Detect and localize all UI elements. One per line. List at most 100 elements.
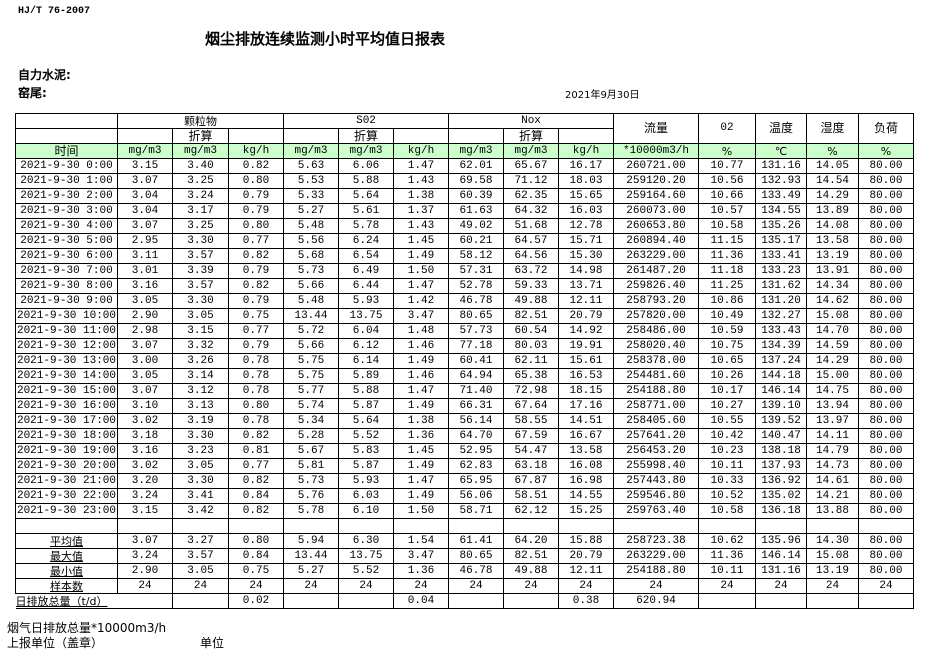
table-cell: 80.00: [858, 533, 914, 549]
table-cell: 24: [393, 578, 449, 594]
table-cell: 6.30: [338, 533, 394, 549]
table-cell: 3.04: [117, 203, 173, 219]
unit-cell: mg/m3: [338, 143, 394, 159]
table-cell: 0.79: [228, 293, 284, 309]
unit-cell: ℃: [755, 143, 807, 159]
table-cell: 3.01: [117, 263, 173, 279]
table-cell: 3.07: [117, 173, 173, 189]
table-cell: 0.79: [228, 203, 284, 219]
table-cell: 24: [228, 578, 284, 594]
table-cell: 62.01: [448, 158, 504, 174]
row-label: 2021-9-30 6:00: [15, 248, 118, 264]
table-cell: 3.41: [172, 488, 229, 504]
table-cell: 14.61: [806, 473, 859, 489]
table-cell: 58.51: [503, 488, 559, 504]
row-label: 2021-9-30 3:00: [15, 203, 118, 219]
table-cell: 257820.00: [613, 308, 699, 324]
table-cell: 5.87: [338, 398, 394, 414]
row-label: 2021-9-30 9:00: [15, 293, 118, 309]
table-cell: 10.77: [698, 158, 756, 174]
table-cell: 80.03: [503, 338, 559, 354]
table-cell: 5.89: [338, 368, 394, 384]
blank-cell: [503, 593, 559, 609]
table-cell: 65.67: [503, 158, 559, 174]
row-label: 2021-9-30 15:00: [15, 383, 118, 399]
table-cell: 49.88: [503, 293, 559, 309]
table-cell: 5.48: [283, 218, 339, 234]
header-converted-so2: 折算: [338, 128, 394, 144]
table-cell: 256453.20: [613, 443, 699, 459]
table-cell: 15.65: [558, 188, 614, 204]
table-cell: 3.19: [172, 413, 229, 429]
table-cell: 24: [558, 578, 614, 594]
blank-cell: [393, 518, 449, 534]
table-cell: 20.79: [558, 308, 614, 324]
table-cell: 3.05: [172, 308, 229, 324]
table-cell: 6.04: [338, 323, 394, 339]
table-row: 2021-9-30 14:00 3.05 3.14 0.78 5.75 5.89 1.46 6…: [15, 368, 914, 384]
table-cell: 6.49: [338, 263, 394, 279]
table-cell: 138.18: [755, 443, 807, 459]
table-cell: 13.44: [283, 548, 339, 564]
table-cell: 0.77: [228, 458, 284, 474]
table-cell: 3.24: [117, 548, 173, 564]
table-cell: 1.46: [393, 338, 449, 354]
header-row-units: 时间 mg/m3 mg/m3 kg/h mg/m3 mg/m3 kg/h mg/m3 mg/m…: [15, 143, 914, 159]
blank-cell: [338, 518, 394, 534]
flue-gas-total-label: 烟气日排放总量*10000m3/h: [7, 621, 167, 635]
header-blank: [15, 113, 118, 129]
table-cell: 3.12: [172, 383, 229, 399]
table-cell: 80.00: [858, 308, 914, 324]
table-row: 2021-9-30 10:00 2.90 3.05 0.75 13.44 13.75 3.4…: [15, 308, 914, 324]
table-cell: 3.14: [172, 368, 229, 384]
table-row: 2021-9-30 23:00 3.15 3.42 0.82 5.78 6.10 1.50 5…: [15, 503, 914, 519]
table-cell: 69.58: [448, 173, 504, 189]
table-cell: 80.00: [858, 398, 914, 414]
table-cell: 0.80: [228, 218, 284, 234]
table-cell: 131.16: [755, 563, 807, 579]
table-cell: 260073.00: [613, 203, 699, 219]
table-cell: 5.63: [283, 158, 339, 174]
table-cell: 56.06: [448, 488, 504, 504]
table-cell: 14.21: [806, 488, 859, 504]
header-o2: 02: [698, 113, 756, 144]
table-cell: 3.15: [117, 158, 173, 174]
table-cell: 3.25: [172, 173, 229, 189]
table-cell: 3.42: [172, 503, 229, 519]
blank-cell: [448, 593, 504, 609]
table-cell: 3.10: [117, 398, 173, 414]
table-cell: 1.49: [393, 488, 449, 504]
table-cell: 6.24: [338, 233, 394, 249]
table-cell: 80.00: [858, 203, 914, 219]
table-cell: 82.51: [503, 308, 559, 324]
summary-row: 最大值 3.24 3.57 0.84 13.44 13.75 3.47 80.65 82.51 2…: [15, 548, 914, 564]
table-cell: 5.64: [338, 413, 394, 429]
table-cell: 71.40: [448, 383, 504, 399]
so2-daily-total: 0.04: [393, 593, 449, 609]
table-cell: 72.98: [503, 383, 559, 399]
header-blank: [448, 128, 504, 144]
table-cell: 62.12: [503, 503, 559, 519]
unit-cell: mg/m3: [503, 143, 559, 159]
table-cell: 3.39: [172, 263, 229, 279]
unit-cell: mg/m3: [172, 143, 229, 159]
table-cell: 3.02: [117, 413, 173, 429]
table-cell: 1.54: [393, 533, 449, 549]
table-cell: 260894.40: [613, 233, 699, 249]
table-cell: 24: [858, 578, 914, 594]
unit-cell: *10000m3/h: [613, 143, 699, 159]
table-cell: 3.30: [172, 428, 229, 444]
table-cell: 46.78: [448, 293, 504, 309]
header-time: 时间: [15, 143, 118, 159]
table-cell: 14.11: [806, 428, 859, 444]
table-row: 2021-9-30 13:00 3.00 3.26 0.78 5.75 6.14 1.49 6…: [15, 353, 914, 369]
table-cell: 15.08: [806, 308, 859, 324]
table-row: 2021-9-30 5:00 2.95 3.30 0.77 5.56 6.24 1.45 60…: [15, 233, 914, 249]
blank-cell: [698, 593, 756, 609]
table-cell: 24: [448, 578, 504, 594]
table-cell: 80.00: [858, 248, 914, 264]
table-cell: 63.18: [503, 458, 559, 474]
table-cell: 6.14: [338, 353, 394, 369]
report-table: 颗粒物 S02 Nox 流量 02 温度 湿度 负荷 折算 折算 折算 时间 m…: [15, 113, 914, 609]
table-cell: 14.05: [806, 158, 859, 174]
